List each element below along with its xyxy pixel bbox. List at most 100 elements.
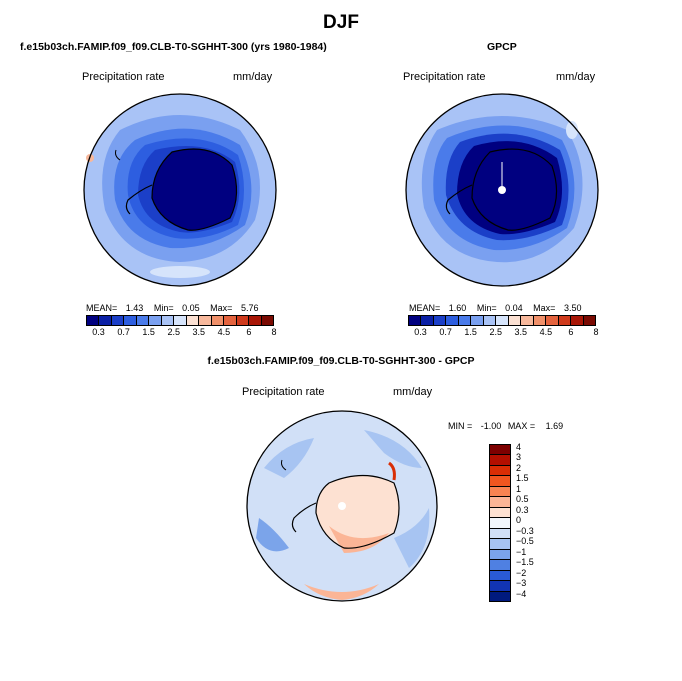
colorbar-tick-label: 6 bbox=[246, 327, 252, 337]
colorbar-swatch bbox=[421, 316, 434, 325]
panel3-red-band bbox=[329, 526, 389, 553]
colorbar-tick-label: −0.5 bbox=[516, 536, 534, 547]
panel1-max-label: Max= bbox=[210, 303, 233, 313]
colorbar-tick-label: 8 bbox=[593, 327, 599, 337]
colorbar-swatch bbox=[249, 316, 262, 325]
colorbar-swatch bbox=[490, 549, 510, 561]
panel3-red-coast-spot bbox=[388, 461, 396, 481]
colorbar-swatch bbox=[521, 316, 534, 325]
colorbar-swatch bbox=[490, 445, 510, 456]
colorbar-swatch bbox=[490, 518, 510, 529]
panel1-map-border bbox=[83, 93, 277, 287]
panel1-title: f.e15b03ch.FAMIP.f09_f09.CLB-T0-SGHHT-30… bbox=[20, 41, 327, 53]
panel3-coastline bbox=[315, 474, 400, 549]
panel1-colorbar-ticks: 0.3 0.7 1.5 2.5 3.5 4.5 6 8 bbox=[86, 327, 277, 339]
colorbar-swatch bbox=[490, 570, 510, 582]
panel2-peninsula bbox=[445, 184, 473, 215]
panel1-map bbox=[83, 93, 277, 287]
panel3-blue-patch-4 bbox=[394, 508, 430, 568]
colorbar-swatch bbox=[508, 316, 522, 325]
panel1-stats: MEAN= 1.43 Min= 0.05 Max= 5.76 bbox=[86, 303, 258, 313]
colorbar-swatch bbox=[99, 316, 112, 325]
colorbar-swatch bbox=[546, 316, 559, 325]
panel3-peninsula bbox=[291, 502, 317, 533]
panel3-max-value: 1.69 bbox=[545, 421, 564, 431]
colorbar-tick-label: 0.7 bbox=[117, 327, 130, 337]
colorbar-swatch bbox=[490, 455, 510, 466]
colorbar-swatch bbox=[490, 497, 510, 508]
panel2-pole-hole bbox=[498, 186, 506, 194]
panel2-coastline bbox=[471, 148, 558, 231]
panel1-light-area bbox=[150, 266, 210, 278]
panel3-min-value: -1.00 bbox=[480, 421, 502, 431]
colorbar-swatch bbox=[87, 316, 100, 325]
colorbar-swatch bbox=[490, 465, 510, 477]
panel3-units-label: mm/day bbox=[393, 386, 433, 398]
panel2-antarctica bbox=[457, 141, 563, 235]
panel1-peninsula bbox=[125, 184, 153, 215]
panel3-blue-patch-2 bbox=[364, 430, 422, 468]
panel2-stats: MEAN= 1.60 Min= 0.04 Max= 3.50 bbox=[409, 303, 581, 313]
colorbar-tick-label: −0.3 bbox=[516, 525, 534, 536]
colorbar-swatch bbox=[186, 316, 200, 325]
panel3-variable-label: Precipitation rate bbox=[242, 386, 325, 398]
colorbar-swatch bbox=[471, 316, 484, 325]
colorbar-tick-label: −1.5 bbox=[516, 557, 534, 568]
panel1-antarctica bbox=[152, 148, 237, 231]
colorbar-swatch bbox=[490, 528, 510, 540]
colorbar-swatch bbox=[236, 316, 250, 325]
panel1-max-value: 5.76 bbox=[240, 303, 259, 313]
panel2-max-value: 3.50 bbox=[563, 303, 582, 313]
colorbar-tick-label: 1 bbox=[516, 483, 522, 494]
colorbar-swatch bbox=[490, 476, 510, 487]
colorbar-tick-label: 3.5 bbox=[514, 327, 528, 337]
panel3-blue-patch-3 bbox=[256, 518, 289, 552]
panel3-antarctica-warm bbox=[316, 475, 399, 549]
panel3-pole-hole bbox=[338, 502, 346, 510]
colorbar-swatch bbox=[211, 316, 225, 325]
panel1-units-label: mm/day bbox=[233, 71, 273, 83]
colorbar-tick-label: 8 bbox=[271, 327, 277, 337]
colorbar-tick-label: 4.5 bbox=[539, 327, 553, 337]
colorbar-swatch bbox=[111, 316, 125, 325]
panel3-map-border bbox=[246, 410, 438, 602]
panel1-coastline bbox=[151, 148, 238, 231]
colorbar-swatch bbox=[136, 316, 150, 325]
colorbar-swatch bbox=[583, 316, 596, 325]
colorbar-swatch bbox=[458, 316, 472, 325]
panel3-stats: MIN = -1.00 MAX = 1.69 bbox=[448, 421, 563, 431]
colorbar-swatch bbox=[490, 539, 510, 550]
colorbar-swatch bbox=[261, 316, 274, 325]
colorbar-swatch bbox=[409, 316, 422, 325]
colorbar-swatch bbox=[446, 316, 459, 325]
colorbar-swatch bbox=[149, 316, 162, 325]
colorbar-swatch bbox=[433, 316, 447, 325]
panel2-map-border bbox=[405, 93, 599, 287]
panel1-mean-value: 1.43 bbox=[125, 303, 144, 313]
colorbar-swatch bbox=[224, 316, 237, 325]
panel2-colorbar bbox=[408, 315, 596, 326]
panel2-max-label: Max= bbox=[533, 303, 556, 313]
colorbar-tick-label: 6 bbox=[568, 327, 574, 337]
colorbar-tick-label: −2 bbox=[516, 567, 527, 578]
panel3-red-bottom bbox=[304, 584, 379, 600]
panel2-min-label: Min= bbox=[476, 303, 497, 313]
colorbar-swatch bbox=[124, 316, 137, 325]
colorbar-tick-label: 1.5 bbox=[464, 327, 477, 337]
panel1-variable-label: Precipitation rate bbox=[82, 71, 165, 83]
panel1-colorbar bbox=[86, 315, 274, 326]
panel3-title: f.e15b03ch.FAMIP.f09_f09.CLB-T0-SGHHT-30… bbox=[207, 355, 475, 367]
panel1-mean-label: MEAN= bbox=[86, 303, 118, 313]
colorbar-swatch bbox=[483, 316, 497, 325]
colorbar-swatch bbox=[199, 316, 212, 325]
panel3-max-label: MAX = bbox=[507, 421, 536, 431]
colorbar-tick-label: 1.5 bbox=[516, 473, 529, 484]
colorbar-swatch bbox=[490, 507, 510, 519]
colorbar-tick-label: 0.7 bbox=[439, 327, 452, 337]
colorbar-tick-label: 2 bbox=[516, 462, 522, 473]
colorbar-tick-label: 1.5 bbox=[142, 327, 155, 337]
colorbar-swatch bbox=[496, 316, 509, 325]
colorbar-tick-label: 0.3 bbox=[414, 327, 427, 337]
colorbar-swatch bbox=[490, 591, 510, 602]
colorbar-swatch bbox=[571, 316, 584, 325]
